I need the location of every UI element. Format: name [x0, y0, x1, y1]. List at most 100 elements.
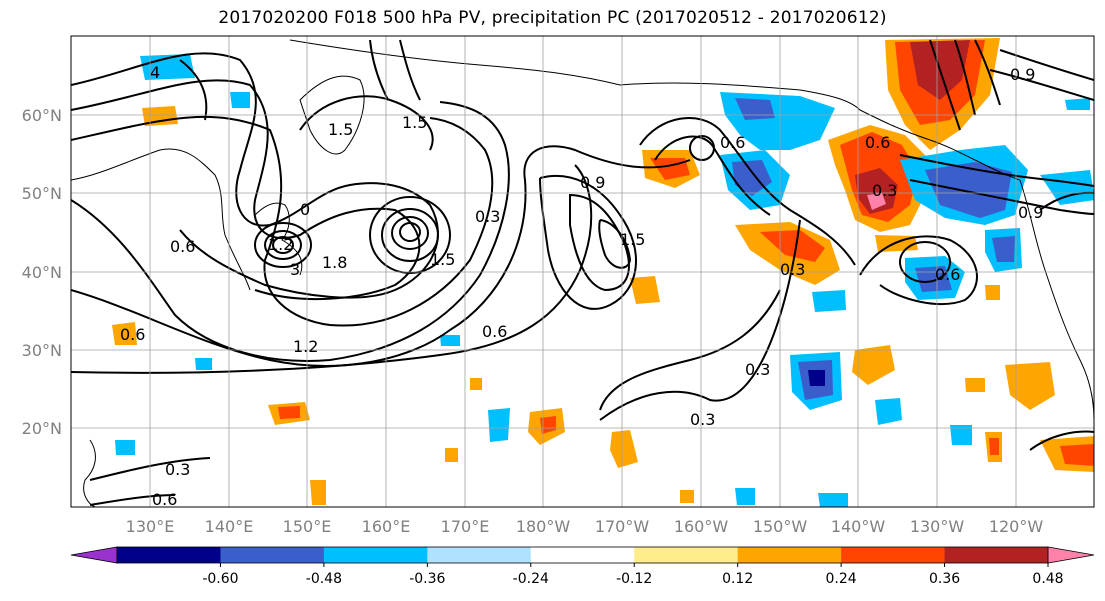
pv-contour	[639, 117, 856, 266]
precip-positive-area	[1060, 444, 1094, 466]
pv-contour	[999, 49, 1094, 81]
pv-contour	[859, 235, 978, 306]
contour-label: 0.6	[935, 265, 960, 284]
colorbar-extend-max	[1047, 546, 1095, 564]
graticule	[71, 36, 1094, 507]
pv-contour	[974, 39, 1001, 106]
colorbar-tick-label: 0.12	[722, 571, 753, 587]
contour-label: 0.6	[482, 322, 507, 341]
pv-contour	[272, 236, 295, 254]
pv-contour	[399, 39, 421, 101]
precip-negative-area	[440, 335, 460, 346]
colorbar-cell	[530, 547, 635, 563]
chart-title: 2017020200 F018 500 hPa PV, precipitatio…	[218, 8, 887, 28]
pv-contour	[954, 39, 976, 116]
contour-label: 3	[290, 260, 300, 279]
colorbar-cell	[220, 547, 325, 563]
precip-negative-area	[808, 370, 825, 386]
coastline-siberia	[289, 39, 621, 86]
colorbar-tick-label: -0.60	[202, 571, 238, 587]
pv-contour	[599, 219, 801, 421]
colorbar-cell	[427, 547, 532, 563]
lon-axis-labels: 130°E 140°E 150°E 160°E 170°E 180°W 170°…	[126, 517, 1044, 536]
lat-label: 60°N	[22, 106, 62, 125]
precip-negative-area	[488, 408, 510, 442]
precip-positive-area	[112, 322, 137, 345]
contour-label: 0.9	[580, 173, 605, 192]
pv-contour	[369, 196, 452, 274]
contour-label: 0.6	[720, 133, 745, 152]
colorbar-tick-label: -0.36	[409, 571, 445, 587]
precip-negative-area	[915, 266, 952, 292]
precip-positive-area	[445, 448, 458, 462]
pv-contour	[391, 216, 430, 250]
contour-label: 0.6	[170, 237, 195, 256]
pv-contour	[989, 69, 1094, 101]
pv-contour	[899, 241, 952, 283]
colorbar-cell	[737, 547, 842, 563]
precip-negative-area	[195, 358, 212, 370]
map-frame	[70, 35, 1095, 508]
lon-label: 170°W	[595, 517, 650, 536]
colorbar-tick-label: -0.12	[616, 571, 652, 587]
pv-contour	[899, 154, 1094, 187]
colorbar-cell	[634, 547, 739, 563]
coastline-japan	[254, 202, 303, 276]
precip-positive-area	[278, 406, 300, 419]
pv-contour	[539, 174, 637, 310]
precip-positive-area	[989, 438, 999, 455]
colorbar-tick-label: 0.48	[1032, 571, 1063, 587]
coastline-philippines	[83, 439, 96, 507]
contour-label: 1.5	[402, 113, 427, 132]
pv-contour	[569, 193, 630, 292]
pv-contour	[179, 59, 208, 121]
precip-negative-area	[925, 162, 1012, 218]
lat-label: 30°N	[22, 341, 62, 360]
pv-contour	[71, 164, 593, 374]
lat-label: 20°N	[22, 419, 62, 438]
precip-positive-area	[630, 276, 660, 304]
pv-contour	[1029, 430, 1094, 451]
contour-label: 0.3	[780, 260, 805, 279]
colorbar-frame	[116, 546, 1049, 564]
lon-label: 170°E	[441, 517, 490, 536]
precip-positive-area	[310, 480, 326, 505]
lon-label: 180°W	[516, 517, 571, 536]
pv-contour	[598, 219, 632, 269]
precip-negative-area	[735, 488, 755, 505]
contour-label: 0.3	[165, 460, 190, 479]
colorbar: -0.60 -0.48 -0.36 -0.24 -0.12 0.12 0.24 0.36 0.4…	[70, 546, 1095, 587]
contour-label: 0.3	[475, 207, 500, 226]
pv-contour	[71, 145, 691, 367]
lat-label: 50°N	[22, 184, 62, 203]
precip-positive-area	[540, 416, 556, 434]
colorbar-cell	[323, 547, 428, 563]
colorbar-cell	[841, 547, 946, 563]
contour-label: 0.6	[120, 325, 145, 344]
lat-label: 40°N	[22, 263, 62, 282]
contour-label: 0.3	[872, 181, 897, 200]
pv-contour	[254, 222, 313, 268]
colorbar-extend-min	[70, 546, 118, 564]
precip-negative-area	[732, 160, 772, 196]
precip-negative-area	[115, 440, 135, 455]
precip-negative-area	[950, 425, 972, 445]
coastline-alaska	[619, 82, 1021, 181]
pv-contour	[71, 101, 510, 362]
lat-axis-labels: 60°N 50°N 40°N 30°N 20°N	[22, 106, 62, 438]
lon-label: 140°E	[205, 517, 254, 536]
colorbar-tick-label: -0.48	[306, 571, 342, 587]
precip-negative-area	[818, 493, 848, 507]
pv-contour	[89, 494, 176, 506]
contour-label: 1.5	[328, 120, 353, 139]
precip-positive-area	[985, 285, 1000, 300]
contour-labels: 4 1.5 1.5 0 1.2 1.8 3 0.3 0.6 1.2 0.6 0.…	[120, 63, 1043, 509]
contour-label: 1.8	[322, 253, 347, 272]
lon-label: 130°E	[126, 517, 175, 536]
contour-label: 0.9	[1018, 203, 1043, 222]
precip-negative-area	[1065, 98, 1090, 110]
pv-contour	[399, 222, 422, 242]
precip-positive-area	[867, 193, 886, 210]
contour-label: 1.2	[293, 337, 318, 356]
precip-positive-area	[855, 168, 898, 214]
